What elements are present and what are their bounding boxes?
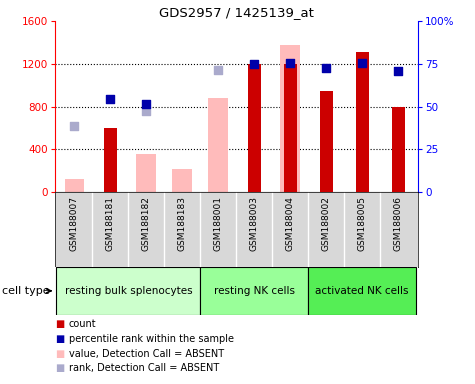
Text: ■: ■	[55, 349, 64, 359]
Point	[71, 123, 78, 129]
Text: ■: ■	[55, 334, 64, 344]
Bar	[200, 267, 308, 315]
Text: GSM188001: GSM188001	[214, 196, 223, 251]
Bar	[356, 52, 369, 192]
Point	[359, 60, 366, 66]
Text: resting NK cells: resting NK cells	[214, 286, 295, 296]
Text: GSM188002: GSM188002	[322, 196, 331, 251]
Text: GSM188181: GSM188181	[106, 196, 115, 251]
Text: cell type: cell type	[2, 286, 50, 296]
Bar	[172, 169, 192, 192]
Bar	[104, 128, 117, 192]
Bar	[284, 64, 296, 192]
Bar	[392, 107, 405, 192]
Text: count: count	[69, 319, 96, 329]
Bar	[136, 154, 156, 192]
Point	[250, 61, 258, 67]
Text: rank, Detection Call = ABSENT: rank, Detection Call = ABSENT	[69, 363, 219, 373]
Text: resting bulk splenocytes: resting bulk splenocytes	[65, 286, 192, 296]
Text: GSM188004: GSM188004	[286, 196, 295, 251]
Bar	[65, 179, 84, 192]
Point	[142, 108, 150, 114]
Text: percentile rank within the sample: percentile rank within the sample	[69, 334, 234, 344]
Point	[106, 96, 114, 102]
Text: value, Detection Call = ABSENT: value, Detection Call = ABSENT	[69, 349, 224, 359]
Point	[215, 67, 222, 73]
Bar	[320, 91, 332, 192]
Text: GSM188006: GSM188006	[394, 196, 403, 251]
Bar	[57, 267, 200, 315]
Text: ■: ■	[55, 363, 64, 373]
Point	[394, 68, 402, 74]
Text: ■: ■	[55, 319, 64, 329]
Bar	[280, 45, 300, 192]
Text: GSM188183: GSM188183	[178, 196, 187, 251]
Bar	[308, 267, 416, 315]
Text: GSM188007: GSM188007	[70, 196, 79, 251]
Bar	[248, 64, 261, 192]
Bar	[209, 98, 228, 192]
Point	[323, 65, 330, 71]
Text: activated NK cells: activated NK cells	[315, 286, 409, 296]
Text: GSM188005: GSM188005	[358, 196, 367, 251]
Point	[286, 60, 294, 66]
Text: GSM188182: GSM188182	[142, 196, 151, 251]
Text: GSM188003: GSM188003	[250, 196, 259, 251]
Title: GDS2957 / 1425139_at: GDS2957 / 1425139_at	[159, 5, 314, 18]
Point	[142, 101, 150, 108]
